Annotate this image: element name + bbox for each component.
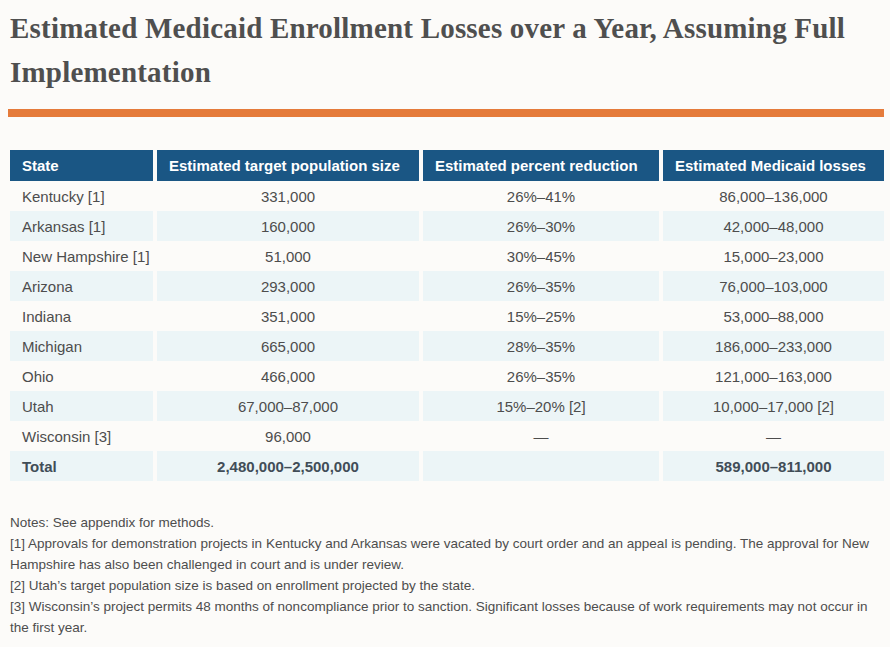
cell-target-population: 351,000 — [157, 301, 423, 331]
page-title: Estimated Medicaid Enrollment Losses ove… — [10, 6, 878, 94]
note-3: [3] Wisconsin’s project permits 48 month… — [10, 596, 884, 638]
table-row: Arizona293,00026%–35%76,000–103,000 — [10, 271, 884, 301]
cell-state: Ohio — [10, 361, 157, 391]
notes-section: Notes: See appendix for methods. [1] App… — [10, 512, 884, 638]
cell-medicaid-losses: 10,000–17,000 [2] — [663, 391, 884, 421]
cell-medicaid-losses: 186,000–233,000 — [663, 331, 884, 361]
cell-state: Arizona — [10, 271, 157, 301]
cell-percent-reduction: 26%–35% — [423, 361, 663, 391]
cell-state: Utah — [10, 391, 157, 421]
notes-line: Notes: See appendix for methods. — [10, 512, 884, 533]
cell-state: Wisconsin [3] — [10, 421, 157, 451]
column-header-medicaid-losses: Estimated Medicaid losses — [663, 150, 884, 181]
table-row: Michigan665,00028%–35%186,000–233,000 — [10, 331, 884, 361]
cell-percent-reduction — [423, 451, 663, 481]
cell-medicaid-losses: 121,000–163,000 — [663, 361, 884, 391]
table-row: Wisconsin [3]96,000—— — [10, 421, 884, 451]
cell-target-population: 665,000 — [157, 331, 423, 361]
table-row: Kentucky [1]331,00026%–41%86,000–136,000 — [10, 181, 884, 211]
cell-medicaid-losses: 15,000–23,000 — [663, 241, 884, 271]
cell-target-population: 293,000 — [157, 271, 423, 301]
column-header-percent-reduction: Estimated percent reduction — [423, 150, 663, 181]
table-row: Utah67,000–87,00015%–20% [2]10,000–17,00… — [10, 391, 884, 421]
table-header-row: StateEstimated target population sizeEst… — [10, 150, 884, 181]
column-header-target-population: Estimated target population size — [157, 150, 423, 181]
cell-target-population: 2,480,000–2,500,000 — [157, 451, 423, 481]
cell-target-population: 331,000 — [157, 181, 423, 211]
table-row: Arkansas [1]160,00026%–30%42,000–48,000 — [10, 211, 884, 241]
table-row: Indiana351,00015%–25%53,000–88,000 — [10, 301, 884, 331]
cell-target-population: 67,000–87,000 — [157, 391, 423, 421]
cell-state: Total — [10, 451, 157, 481]
cell-target-population: 96,000 — [157, 421, 423, 451]
accent-divider-bar — [8, 109, 884, 117]
cell-percent-reduction: 15%–20% [2] — [423, 391, 663, 421]
cell-state: Michigan — [10, 331, 157, 361]
cell-medicaid-losses: 53,000–88,000 — [663, 301, 884, 331]
cell-percent-reduction: 15%–25% — [423, 301, 663, 331]
cell-target-population: 466,000 — [157, 361, 423, 391]
report-page: Estimated Medicaid Enrollment Losses ove… — [0, 0, 890, 647]
cell-medicaid-losses: 42,000–48,000 — [663, 211, 884, 241]
cell-medicaid-losses: 589,000–811,000 — [663, 451, 884, 481]
table-body: Kentucky [1]331,00026%–41%86,000–136,000… — [10, 181, 884, 481]
cell-percent-reduction: 26%–35% — [423, 271, 663, 301]
medicaid-losses-table: StateEstimated target population sizeEst… — [10, 150, 884, 481]
cell-target-population: 51,000 — [157, 241, 423, 271]
cell-percent-reduction: 28%–35% — [423, 331, 663, 361]
column-header-state: State — [10, 150, 157, 181]
table-row: Ohio466,00026%–35%121,000–163,000 — [10, 361, 884, 391]
cell-state: Arkansas [1] — [10, 211, 157, 241]
cell-percent-reduction: 26%–41% — [423, 181, 663, 211]
cell-percent-reduction: — — [423, 421, 663, 451]
cell-medicaid-losses: 76,000–103,000 — [663, 271, 884, 301]
cell-medicaid-losses: 86,000–136,000 — [663, 181, 884, 211]
cell-target-population: 160,000 — [157, 211, 423, 241]
cell-state: Kentucky [1] — [10, 181, 157, 211]
table-total-row: Total2,480,000–2,500,000 589,000–811,000 — [10, 451, 884, 481]
note-1: [1] Approvals for demonstration projects… — [10, 533, 884, 575]
cell-state: Indiana — [10, 301, 157, 331]
cell-percent-reduction: 30%–45% — [423, 241, 663, 271]
cell-percent-reduction: 26%–30% — [423, 211, 663, 241]
note-2: [2] Utah’s target population size is bas… — [10, 575, 884, 596]
table-row: New Hampshire [1]51,00030%–45%15,000–23,… — [10, 241, 884, 271]
cell-state: New Hampshire [1] — [10, 241, 157, 271]
cell-medicaid-losses: — — [663, 421, 884, 451]
